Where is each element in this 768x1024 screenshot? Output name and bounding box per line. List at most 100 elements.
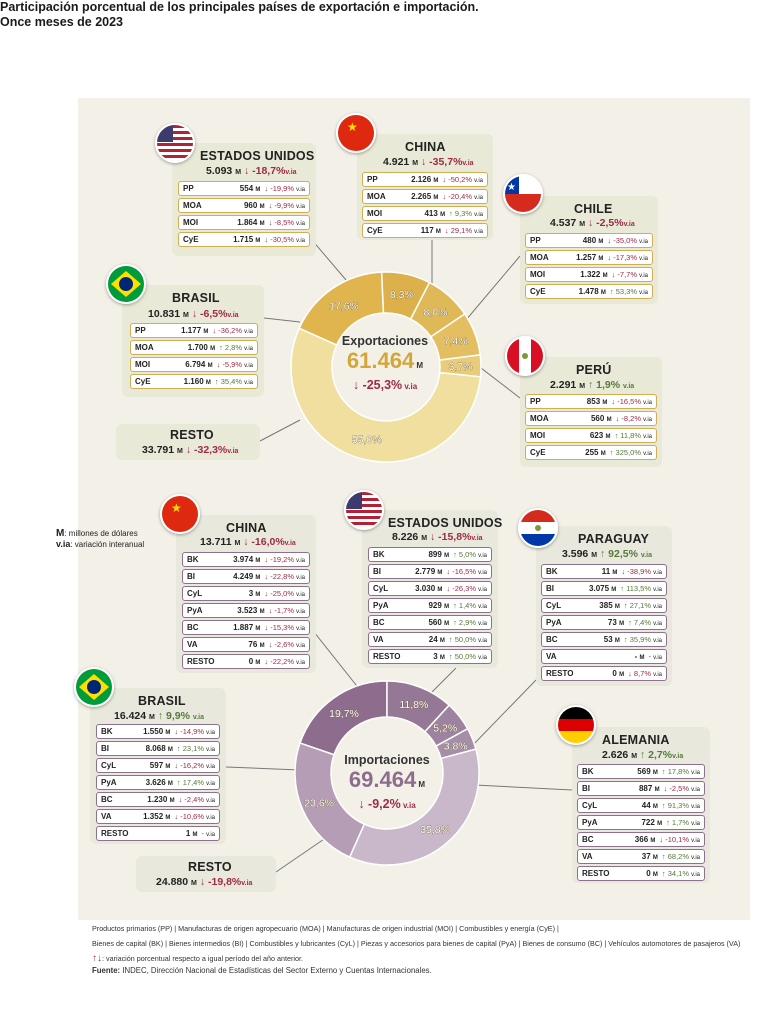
row-variation: ↑ 17,4% v.ia bbox=[176, 778, 215, 787]
brasil-flag-icon bbox=[106, 264, 146, 304]
table-row: BC 560 M ↑ 2,9% v.ia bbox=[368, 615, 492, 630]
row-amount: 3.523 M bbox=[237, 606, 265, 615]
rows: BK 1.550 M ↓ -14,9% v.ia BI 8.068 M ↑ 23,1% v… bbox=[96, 724, 220, 843]
table-row: MOA 1.257 M ↓ -17,3% v.ia bbox=[525, 250, 653, 265]
table-row: PP 480 M ↓ -35,0% v.ia bbox=[525, 233, 653, 248]
row-amount: 8.068 M bbox=[145, 744, 173, 753]
country-name: CHILE bbox=[574, 202, 613, 216]
peru-flag-icon bbox=[505, 336, 545, 376]
row-variation: ↑ 50,0% v.ia bbox=[448, 635, 487, 644]
connector-line bbox=[259, 419, 301, 442]
row-variation: ↓ -20,4% v.ia bbox=[442, 192, 483, 201]
row-amount: 0 M bbox=[248, 657, 261, 666]
row-variation: ↓ -10,1% v.ia bbox=[659, 835, 700, 844]
row-amount: - M bbox=[634, 652, 645, 661]
row-variation: ↑ 34,1% v.ia bbox=[661, 869, 700, 878]
table-row: BC 1.887 M ↓ -15,3% v.ia bbox=[182, 620, 310, 635]
row-category: PyA bbox=[582, 818, 598, 827]
country-name: BRASIL bbox=[138, 694, 186, 708]
export-center: Exportaciones 61.464 M ↓ -25,3% v.ia bbox=[325, 334, 445, 392]
row-variation: ↓ -2,6% v.ia bbox=[268, 640, 305, 649]
row-amount: 1.352 M bbox=[143, 812, 171, 821]
svg-text:★: ★ bbox=[347, 120, 358, 134]
row-variation: ↓ -22,2% v.ia bbox=[264, 657, 305, 666]
country-name: CHINA bbox=[405, 140, 446, 154]
row-amount: 6.794 M bbox=[185, 360, 213, 369]
country-total: 16.424 M ↑ 9,9% v.ia bbox=[114, 710, 204, 722]
row-variation: ↑ 1,7% v.ia bbox=[666, 818, 700, 827]
row-category: VA bbox=[582, 852, 593, 861]
country-name: ESTADOS UNIDOS bbox=[388, 516, 503, 530]
row-category: MOA bbox=[135, 343, 154, 352]
row-variation: ↑ 27,1% v.ia bbox=[623, 601, 662, 610]
row-category: VA bbox=[101, 812, 112, 821]
row-category: PP bbox=[530, 397, 541, 406]
country-name: PARAGUAY bbox=[578, 532, 650, 546]
row-amount: 887 M bbox=[638, 784, 660, 793]
row-category: CyE bbox=[530, 287, 546, 296]
table-row: CyE 1.160 M ↑ 35,4% v.ia bbox=[130, 374, 258, 389]
row-category: CyE bbox=[183, 235, 199, 244]
row-category: PP bbox=[530, 236, 541, 245]
row-category: BI bbox=[546, 584, 554, 593]
export-box-chile: CHILE 4.537 M ↓ -2,5%v.ia PP 480 M ↓ -35,0… bbox=[520, 196, 658, 304]
import-box-resto: RESTO 24.880 M ↓ -19,8%v.ia bbox=[136, 856, 276, 892]
table-row: VA 76 M ↓ -2,6% v.ia bbox=[182, 637, 310, 652]
import-donut: 19,7% 11,8% 5,2% 3,8% 35,8% 23,6% bbox=[294, 680, 480, 866]
table-row: VA 37 M ↑ 68,2% v.ia bbox=[577, 849, 705, 864]
table-row: BK 1.550 M ↓ -14,9% v.ia bbox=[96, 724, 220, 739]
table-row: PP 1.177 M ↓ -36,2% v.ia bbox=[130, 323, 258, 338]
row-category: MOI bbox=[367, 209, 383, 218]
export-center-title: Exportaciones bbox=[341, 334, 429, 348]
svg-text:★: ★ bbox=[171, 501, 182, 515]
row-variation: ↓ -17,3% v.ia bbox=[607, 253, 648, 262]
import-box-china: CHINA 13.711 M ↓ -16,0%v.ia BK 3.974 M ↓ -… bbox=[176, 515, 316, 673]
table-row: BC 366 M ↓ -10,1% v.ia bbox=[577, 832, 705, 847]
footer-legend-3: ↑↓: variación porcentual respecto a igua… bbox=[92, 953, 303, 964]
slice-label: 3,7% bbox=[449, 361, 473, 373]
row-variation: ↑ 35,9% v.ia bbox=[623, 635, 662, 644]
export-box-brasil: BRASIL 10.831 M ↓ -6,5%v.ia PP 1.177 M ↓ -… bbox=[122, 285, 264, 397]
row-amount: 44 M bbox=[641, 801, 658, 810]
row-category: BC bbox=[373, 618, 385, 627]
rows: BK 11 M ↓ -38,9% v.ia BI 3.075 M ↑ 113,5% v.i… bbox=[541, 564, 667, 683]
rows: BK 569 M ↑ 17,8% v.ia BI 887 M ↓ -2,5% v.ia Cy… bbox=[577, 764, 705, 883]
rows: BK 3.974 M ↓ -19,2% v.ia BI 4.249 M ↓ -22,8% … bbox=[182, 552, 310, 671]
export-total: 61.464 M bbox=[346, 348, 424, 373]
table-row: VA - M- v.ia bbox=[541, 649, 667, 664]
usa-flag-icon bbox=[344, 490, 384, 530]
row-variation: ↑ 35,4% v.ia bbox=[214, 377, 253, 386]
country-total: 10.831 M ↓ -6,5%v.ia bbox=[148, 308, 239, 320]
country-name: ESTADOS UNIDOS bbox=[200, 149, 315, 163]
usa-flag-icon bbox=[155, 123, 195, 163]
country-name: BRASIL bbox=[172, 291, 220, 305]
row-variation: ↑ 5,0% v.ia bbox=[453, 550, 487, 559]
row-category: MOA bbox=[367, 192, 386, 201]
row-variation: ↓ -15,3% v.ia bbox=[264, 623, 305, 632]
row-category: PP bbox=[367, 175, 378, 184]
table-row: MOA 1.700 M ↑ 2,8% v.ia bbox=[130, 340, 258, 355]
row-amount: 560 M bbox=[428, 618, 450, 627]
row-amount: 597 M bbox=[149, 761, 171, 770]
slice-label: 3,8% bbox=[444, 740, 468, 752]
row-category: CyE bbox=[135, 377, 151, 386]
row-amount: 385 M bbox=[599, 601, 620, 610]
row-category: CyL bbox=[101, 761, 117, 770]
title-line-1: Participación porcentual de los principa… bbox=[0, 0, 479, 14]
row-category: CyL bbox=[546, 601, 562, 610]
row-amount: 554 M bbox=[239, 184, 261, 193]
row-amount: 53 M bbox=[603, 635, 620, 644]
table-row: RESTO 0 M ↓ -22,2% v.ia bbox=[182, 654, 310, 669]
row-variation: ↑ 23,1% v.ia bbox=[176, 744, 215, 753]
paraguay-flag-icon bbox=[518, 508, 558, 548]
row-amount: 1.478 M bbox=[578, 287, 606, 296]
country-total: 5.093 M ↓ -18,7%v.ia bbox=[206, 165, 297, 177]
donut-slice-resto bbox=[348, 748, 480, 866]
row-variation: ↓ -1,7% v.ia bbox=[268, 606, 305, 615]
row-category: PyA bbox=[187, 606, 203, 615]
alemania-flag-icon bbox=[556, 705, 596, 745]
table-row: BI 4.249 M ↓ -22,8% v.ia bbox=[182, 569, 310, 584]
table-row: PyA 73 M ↑ 7,4% v.ia bbox=[541, 615, 667, 630]
country-total: 13.711 M ↓ -16,0%v.ia bbox=[200, 536, 296, 548]
row-amount: 1.887 M bbox=[233, 623, 261, 632]
